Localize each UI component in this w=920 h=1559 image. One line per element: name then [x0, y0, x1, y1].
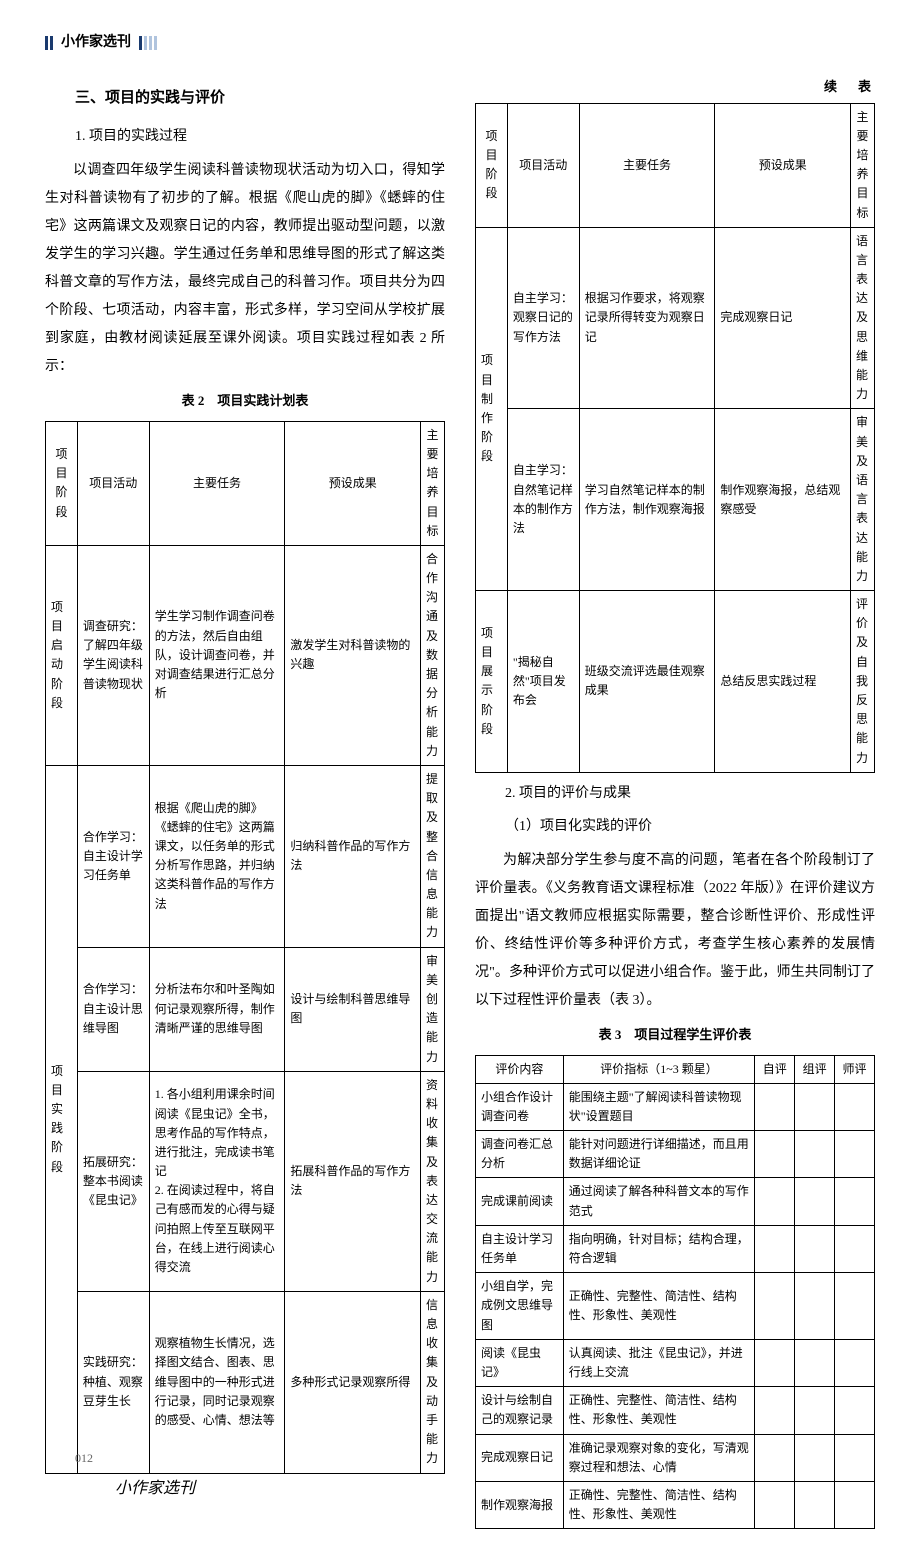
- t2-r2-goal: 审美创造能力: [421, 947, 445, 1071]
- t3-r3-c: 自主设计学习任务单: [476, 1225, 564, 1272]
- t3-r5-c: 阅读《昆虫记》: [476, 1339, 564, 1386]
- t3-r2-i: 通过阅读了解各种科普文本的写作范式: [563, 1178, 755, 1225]
- table3-caption: 表 3 项目过程学生评价表: [475, 1023, 875, 1046]
- t2-h4: 预设成果: [285, 421, 421, 545]
- t3-r8-i: 正确性、完整性、简洁性、结构性、形象性、美观性: [563, 1481, 755, 1528]
- t2-r2-act: 合作学习：自主设计思维导图: [77, 947, 149, 1071]
- t2b-h1: 项目阶段: [476, 103, 508, 227]
- t2-r1-stage: 项目实践阶段: [46, 765, 78, 1473]
- t3-r4-i: 正确性、完整性、简洁性、结构性、形象性、美观性: [563, 1273, 755, 1340]
- t2-h2: 项目活动: [77, 421, 149, 545]
- t2b-h3: 主要任务: [579, 103, 715, 227]
- t3-h4: 组评: [795, 1055, 835, 1083]
- t2b-r0-stage: 项目制作阶段: [476, 227, 508, 590]
- t2b-r2-goal: 评价及自我反思能力: [851, 591, 875, 773]
- t3-r4-c: 小组自学，完成例文思维导图: [476, 1273, 564, 1340]
- t3-r7-c: 完成观察日记: [476, 1434, 564, 1481]
- paragraph-2: 为解决部分学生参与度不高的问题，笔者在各个阶段制订了评价量表。《义务教育语文课程…: [475, 847, 875, 1015]
- t2-r0-stage: 项目启动阶段: [46, 545, 78, 765]
- t2-r0-out: 激发学生对科普读物的兴趣: [285, 545, 421, 765]
- t2b-r0-out: 完成观察日记: [715, 227, 851, 409]
- t3-r7-i: 准确记录观察对象的变化，写清观察过程和想法、心情: [563, 1434, 755, 1481]
- t3-r6-c: 设计与绘制自己的观察记录: [476, 1387, 564, 1434]
- table2-caption: 表 2 项目实践计划表: [45, 389, 445, 412]
- t2-r2-task: 分析法布尔和叶圣陶如何记录观察所得，制作清晰严谨的思维导图: [149, 947, 285, 1071]
- t2-h1: 项目阶段: [46, 421, 78, 545]
- t2-h5: 主要培养目标: [421, 421, 445, 545]
- subsection-2-title: 2. 项目的评价与成果: [505, 781, 875, 806]
- journal-name: 小作家选刊: [61, 30, 131, 55]
- t2b-r1-out: 制作观察海报，总结观察感受: [715, 409, 851, 591]
- t2-r1-act: 合作学习：自主设计学习任务单: [77, 765, 149, 947]
- table-3: 评价内容 评价指标（1~3 颗星） 自评 组评 师评 小组合作设计调查问卷能围绕…: [475, 1055, 875, 1530]
- t3-h2: 评价指标（1~3 颗星）: [563, 1055, 755, 1083]
- t3-r6-i: 正确性、完整性、简洁性、结构性、形象性、美观性: [563, 1387, 755, 1434]
- t2b-r2-act: "揭秘自然"项目发布会: [507, 591, 579, 773]
- t2-r1-out: 归纳科普作品的写作方法: [285, 765, 421, 947]
- page-number: 012: [75, 1448, 93, 1470]
- t3-r0-c: 小组合作设计调查问卷: [476, 1083, 564, 1130]
- t3-r8-c: 制作观察海报: [476, 1481, 564, 1528]
- paragraph-1: 以调查四年级学生阅读科普读物现状活动为切入口，得知学生对科普读物有了初步的了解。…: [45, 157, 445, 381]
- t2b-r1-task: 学习自然笔记样本的制作方法，制作观察海报: [579, 409, 715, 591]
- t2-r1-goal: 提取及整合信息能力: [421, 765, 445, 947]
- t2-r1-task: 根据《爬山虎的脚》《蟋蟀的住宅》这两篇课文，以任务单的形式分析写作思路，并归纳这…: [149, 765, 285, 947]
- t2b-r1-goal: 审美及语言表达能力: [851, 409, 875, 591]
- header-decoration-right: [139, 36, 157, 50]
- t2-r3-goal: 资料收集及表达交流能力: [421, 1071, 445, 1291]
- t3-r1-i: 能针对问题进行详细描述，而且用数据详细论证: [563, 1131, 755, 1178]
- t2b-r0-act: 自主学习：观察日记的写作方法: [507, 227, 579, 409]
- t3-r5-i: 认真阅读、批注《昆虫记》，并进行线上交流: [563, 1339, 755, 1386]
- t3-r3-i: 指向明确，针对目标；结构合理，符合逻辑: [563, 1225, 755, 1272]
- t2b-h2: 项目活动: [507, 103, 579, 227]
- continuation-label: 续 表: [475, 75, 875, 98]
- table-2-part2: 项目阶段 项目活动 主要任务 预设成果 主要培养目标 项目制作阶段 自主学习：观…: [475, 103, 875, 773]
- footer-journal-name: 小作家选刊: [115, 1475, 195, 1504]
- t2b-h5: 主要培养目标: [851, 103, 875, 227]
- t2-h3: 主要任务: [149, 421, 285, 545]
- t3-r2-c: 完成课前阅读: [476, 1178, 564, 1225]
- t2-r4-task: 观察植物生长情况，选择图文结合、图表、思维导图中的一种形式进行记录，同时记录观察…: [149, 1291, 285, 1473]
- t2-r4-act: 实践研究：种植、观察豆芽生长: [77, 1291, 149, 1473]
- subsection-2a-title: （1）项目化实践的评价: [505, 814, 875, 839]
- t2b-h4: 预设成果: [715, 103, 851, 227]
- t2b-r2-stage: 项目展示阶段: [476, 591, 508, 773]
- t2b-r1-act: 自主学习：自然笔记样本的制作方法: [507, 409, 579, 591]
- header-decoration-left: [45, 36, 53, 50]
- t2-r3-act: 拓展研究：整本书阅读《昆虫记》: [77, 1071, 149, 1291]
- table-2-part1: 项目阶段 项目活动 主要任务 预设成果 主要培养目标 项目启动阶段 调查研究：了…: [45, 421, 445, 1474]
- t2b-r0-goal: 语言表达及思维能力: [851, 227, 875, 409]
- t2-r0-goal: 合作沟通及数据分析能力: [421, 545, 445, 765]
- t2b-r0-task: 根据习作要求，将观察记录所得转变为观察日记: [579, 227, 715, 409]
- subsection-1-title: 1. 项目的实践过程: [75, 124, 445, 149]
- t3-h3: 自评: [755, 1055, 795, 1083]
- t2-r3-out: 拓展科普作品的写作方法: [285, 1071, 421, 1291]
- section-title: 三、项目的实践与评价: [75, 85, 445, 112]
- page-header: 小作家选刊: [45, 30, 875, 55]
- t3-r1-c: 调查问卷汇总分析: [476, 1131, 564, 1178]
- t3-r0-i: 能围绕主题"了解阅读科普读物现状"设置题目: [563, 1083, 755, 1130]
- t2-r0-task: 学生学习制作调查问卷的方法，然后自由组队，设计调查问卷，并对调查结果进行汇总分析: [149, 545, 285, 765]
- t2-r2-out: 设计与绘制科普思维导图: [285, 947, 421, 1071]
- t2-r3-task: 1. 各小组利用课余时间阅读《昆虫记》全书，思考作品的写作特点，进行批注，完成读…: [149, 1071, 285, 1291]
- t3-h1: 评价内容: [476, 1055, 564, 1083]
- t2b-r2-task: 班级交流评选最佳观察成果: [579, 591, 715, 773]
- t2-r0-act: 调查研究：了解四年级学生阅读科普读物现状: [77, 545, 149, 765]
- t2-r4-goal: 信息收集及动手能力: [421, 1291, 445, 1473]
- t2-r4-out: 多种形式记录观察所得: [285, 1291, 421, 1473]
- t2b-r2-out: 总结反思实践过程: [715, 591, 851, 773]
- t3-h5: 师评: [835, 1055, 875, 1083]
